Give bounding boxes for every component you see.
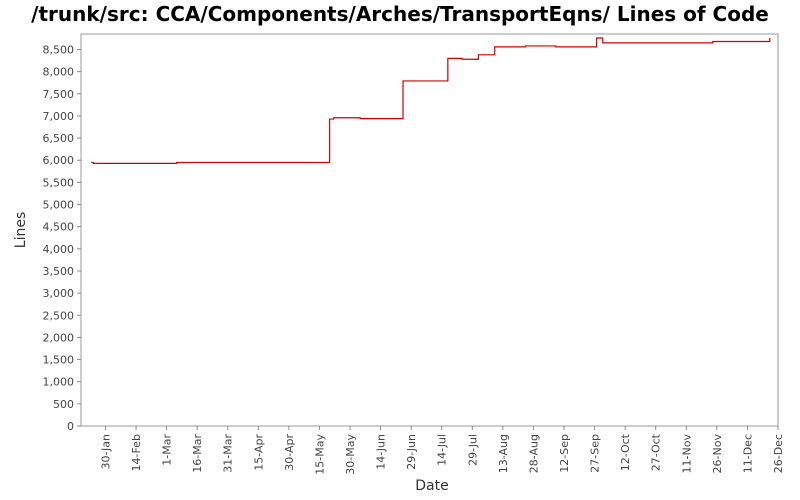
y-tick-label: 7,500 [43,88,75,101]
y-axis-label: Lines [13,212,29,248]
y-tick-label: 8,500 [43,44,75,57]
y-tick-label: 6,500 [43,132,75,145]
y-tick-label: 6,000 [43,154,75,167]
y-tick-label: 2,500 [43,309,75,322]
x-tick-label: 11-Dec [741,434,754,473]
series-line [91,37,771,164]
x-tick-label: 29-Jun [405,434,418,470]
x-tick-label: 29-Jul [466,434,479,466]
x-tick-label: 14-Jun [375,434,388,470]
y-tick-label: 1,000 [43,376,75,389]
y-tick-label: 4,500 [43,221,75,234]
y-tick-label: 4,000 [43,243,75,256]
y-tick-label: 1,500 [43,354,75,367]
chart-title: /trunk/src: CCA/Components/Arches/Transp… [31,2,769,26]
x-tick-label: 27-Oct [650,433,663,471]
x-axis-label: Date [415,478,448,494]
x-tick-label: 14-Jul [436,434,449,466]
x-tick-label: 12-Sep [558,434,571,473]
x-tick-label: 15-Apr [252,434,265,471]
y-tick-label: 0 [67,420,74,433]
x-tick-label: 14-Feb [130,434,143,471]
x-tick-label: 30-Jan [99,434,112,470]
x-tick-label: 27-Sep [589,434,602,473]
x-tick-label: 16-Mar [191,434,204,473]
x-tick-label: 28-Aug [527,434,540,473]
x-tick-label: 26-Nov [711,434,724,474]
y-tick-label: 500 [53,398,74,411]
x-tick-label: 30-May [344,434,357,475]
series-layer [91,37,771,164]
plot-area [80,33,779,427]
y-tick-label: 8,000 [43,66,75,79]
x-tick-label: 1-Mar [161,434,174,466]
x-tick-label: 31-Mar [222,434,235,473]
x-tick-label: 13-Aug [497,434,510,473]
x-tick-label: 11-Nov [680,434,693,474]
y-tick-label: 7,000 [43,110,75,123]
y-tick-label: 3,000 [43,287,75,300]
y-tick-label: 2,000 [43,331,75,344]
y-axis: 0 500 1,000 1,500 2,000 2,500 3,000 3,500 4,000 4… [43,44,81,433]
y-tick-label: 3,500 [43,265,75,278]
x-axis: 30-Jan 14-Feb 1-Mar 16-Mar 31-Mar 15-Apr 30-Ap… [99,426,785,475]
x-tick-label: 30-Apr [283,434,296,471]
y-tick-label: 5,500 [43,176,75,189]
x-tick-label: 26-Dec [772,434,785,473]
x-tick-label: 12-Oct [619,433,632,471]
y-tick-label: 5,000 [43,199,75,212]
x-tick-label: 15-May [313,434,326,475]
